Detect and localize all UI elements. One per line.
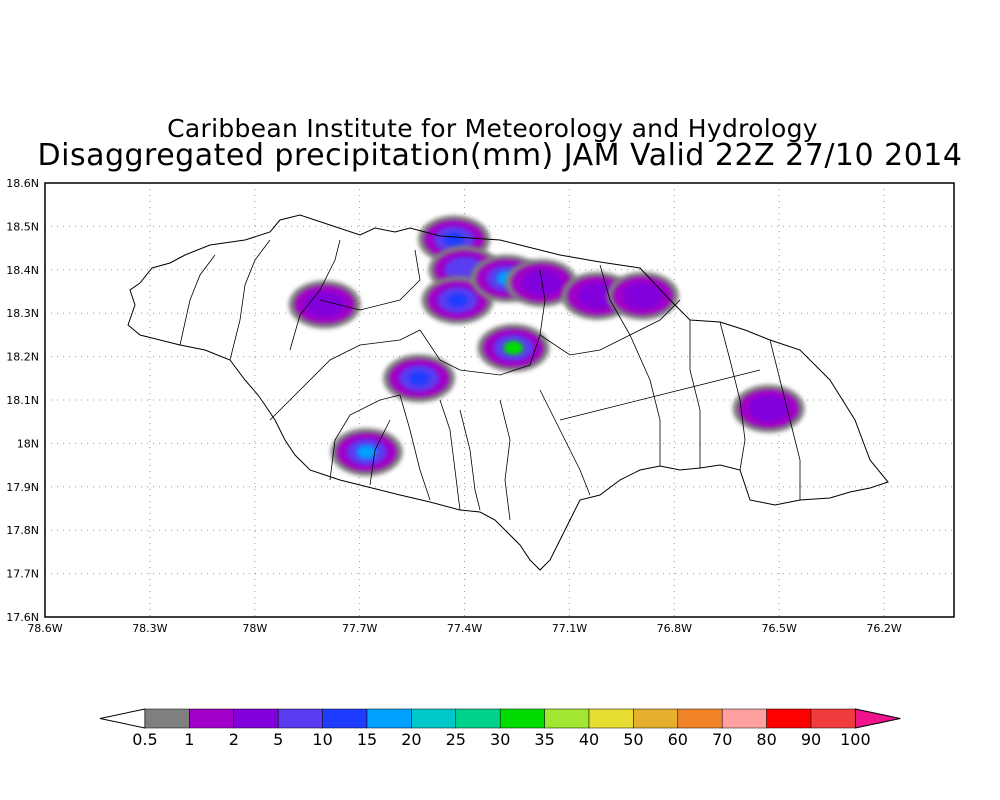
colorbar-swatch (810, 708, 856, 729)
map-gridlines (44, 182, 954, 618)
colorbar-level-label: 35 (534, 730, 554, 749)
colorbar-swatch (721, 708, 767, 729)
colorbar-swatch (633, 708, 679, 729)
colorbar-swatch (766, 708, 812, 729)
colorbar-level-label: 10 (312, 730, 332, 749)
precipitation-colorbar: 0.5 1 2 5 10 15 20 25 30 35 40 50 60 70 80 90 100 (99, 708, 901, 749)
map-frame (44, 182, 955, 618)
colorbar-swatch (277, 708, 323, 729)
lat-tick-label: 18.3N (6, 307, 39, 320)
colorbar-swatch (144, 708, 190, 729)
lat-tick-label: 18N (17, 437, 39, 450)
colorbar-swatch (588, 708, 634, 729)
colorbar-swatch (499, 708, 545, 729)
colorbar-high-arrow (854, 708, 901, 729)
colorbar-swatch (322, 708, 368, 729)
precip-core (632, 288, 653, 303)
colorbar-swatch (189, 708, 235, 729)
colorbar-level-label: 50 (623, 730, 643, 749)
lon-tick-label: 77.4W (447, 622, 482, 635)
lat-tick-label: 18.5N (6, 220, 39, 233)
lat-tick-label: 17.8N (6, 524, 39, 537)
lat-tick-label: 18.2N (6, 351, 39, 364)
map-title: Caribbean Institute for Meteorology and … (167, 114, 818, 143)
lon-tick-label: 76.8W (657, 622, 692, 635)
precip-core (356, 445, 377, 460)
jamaica-coastline (127, 214, 889, 571)
precipitation-field (288, 215, 805, 477)
colorbar-swatch (455, 708, 501, 729)
lon-tick-label: 77.1W (552, 622, 587, 635)
lon-tick-label: 78.6W (27, 622, 62, 635)
colorbar-low-arrow (99, 708, 146, 729)
colorbar-level-label: 1 (184, 730, 194, 749)
precip-core (444, 232, 465, 247)
colorbar-swatch (544, 708, 590, 729)
colorbar-level-label: 2 (229, 730, 239, 749)
longitude-tick-labels: 78.6W 78.3W 78W 77.7W 77.4W 77.1W 76.8W 76.5W 76… (27, 622, 902, 635)
lat-tick-label: 17.6N (6, 611, 39, 624)
colorbar-swatch (366, 708, 412, 729)
colorbar-level-label: 20 (401, 730, 421, 749)
map-subtitle: Disaggregated precipitation(mm) JAM Vali… (37, 138, 963, 173)
precip-core (758, 401, 779, 416)
colorbar-level-label: 0.5 (132, 730, 157, 749)
lon-tick-label: 78.3W (132, 622, 167, 635)
precip-core (314, 297, 335, 312)
lat-tick-label: 18.1N (6, 394, 39, 407)
lat-tick-label: 18.4N (6, 264, 39, 277)
colorbar-level-label: 25 (446, 730, 466, 749)
colorbar-level-label: 5 (273, 730, 283, 749)
lat-tick-label: 17.9N (6, 481, 39, 494)
precip-core (454, 262, 475, 277)
colorbar-level-label: 60 (668, 730, 688, 749)
colorbar-level-label: 15 (357, 730, 377, 749)
colorbar-level-label: 40 (579, 730, 599, 749)
colorbar-swatch (677, 708, 723, 729)
lon-tick-label: 76.2W (866, 622, 901, 635)
precip-core (531, 275, 552, 290)
lat-tick-label: 18.6N (6, 177, 39, 190)
parish-boundaries (179, 239, 801, 521)
colorbar-level-label: 30 (490, 730, 510, 749)
colorbar-swatch (233, 708, 279, 729)
colorbar-level-label: 70 (712, 730, 732, 749)
colorbar-swatch (411, 708, 457, 729)
precip-core (503, 340, 524, 355)
lon-tick-label: 77.7W (342, 622, 377, 635)
lat-tick-label: 17.7N (6, 568, 39, 581)
lon-tick-label: 78W (242, 622, 267, 635)
precip-core (587, 288, 608, 303)
colorbar-level-label: 90 (801, 730, 821, 749)
precip-core (447, 293, 468, 308)
colorbar-level-label: 80 (756, 730, 776, 749)
latitude-tick-labels: 17.6N 17.7N 17.8N 17.9N 18N 18.1N 18.2N 18.3N 18… (6, 177, 39, 624)
colorbar-level-label: 100 (840, 730, 871, 749)
precip-core (409, 371, 430, 386)
lon-tick-label: 76.5W (762, 622, 797, 635)
